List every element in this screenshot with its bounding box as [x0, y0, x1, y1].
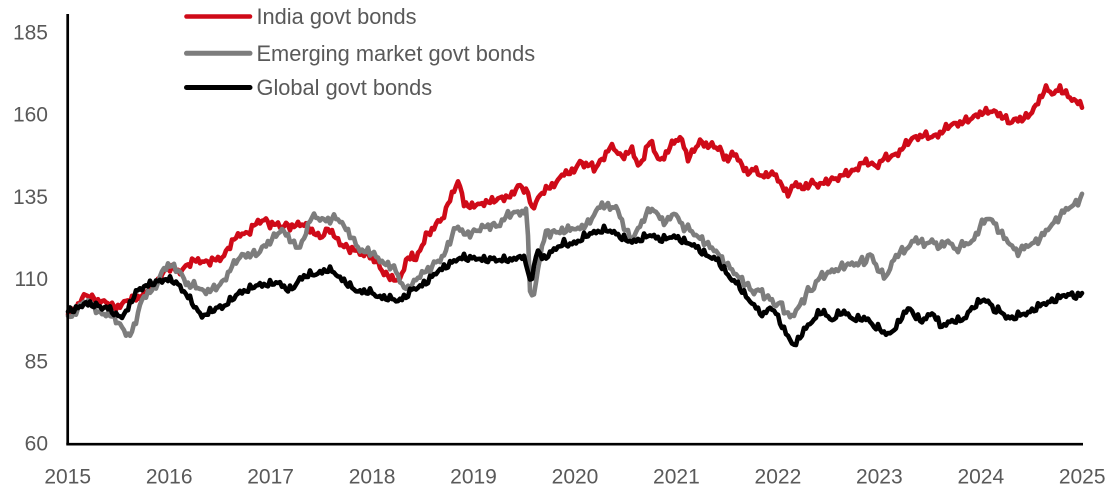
svg-text:2016: 2016 — [146, 466, 193, 489]
svg-text:2024: 2024 — [957, 466, 1004, 489]
svg-text:85: 85 — [25, 350, 48, 373]
svg-text:2025: 2025 — [1059, 466, 1106, 489]
svg-text:2019: 2019 — [450, 466, 497, 489]
svg-text:160: 160 — [13, 104, 48, 127]
svg-text:185: 185 — [13, 22, 48, 45]
svg-text:2021: 2021 — [653, 466, 700, 489]
svg-text:2020: 2020 — [552, 466, 599, 489]
svg-text:135: 135 — [13, 186, 48, 209]
svg-text:India govt bonds: India govt bonds — [257, 4, 417, 29]
svg-text:2017: 2017 — [247, 466, 294, 489]
svg-text:Global govt bonds: Global govt bonds — [257, 75, 433, 100]
svg-text:Emerging market govt bonds: Emerging market govt bonds — [257, 41, 536, 66]
svg-text:2023: 2023 — [856, 466, 903, 489]
svg-text:110: 110 — [15, 268, 48, 291]
svg-text:2015: 2015 — [44, 466, 91, 489]
svg-text:2022: 2022 — [755, 466, 802, 489]
svg-text:2018: 2018 — [349, 466, 396, 489]
svg-text:60: 60 — [25, 433, 48, 456]
